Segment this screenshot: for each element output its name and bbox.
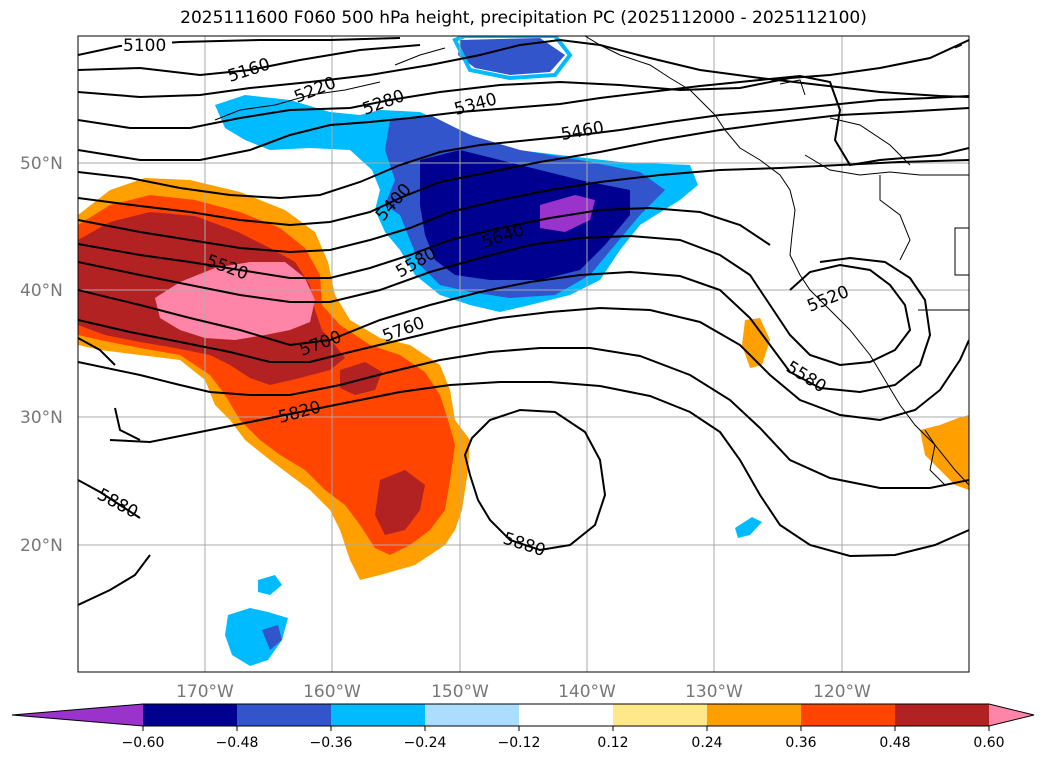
lat-label-20: 20°N bbox=[20, 536, 63, 556]
latitude-labels: 50°N 40°N 30°N 20°N bbox=[20, 154, 63, 556]
lon-label-130w: 130°W bbox=[685, 682, 743, 702]
colorbar-tick-label: −0.60 bbox=[122, 735, 165, 751]
colorbar-tick-label: 0.12 bbox=[597, 735, 628, 751]
negative-anomaly-east bbox=[735, 517, 762, 538]
colorbar-bin bbox=[895, 704, 990, 726]
lon-label-170w: 170°W bbox=[176, 682, 234, 702]
positive-anomaly-coast bbox=[742, 318, 770, 368]
colorbar-bin bbox=[425, 704, 520, 726]
colorbar-tick-label: 0.48 bbox=[879, 735, 910, 751]
colorbar-tick-label: −0.12 bbox=[498, 735, 541, 751]
colorbar-tick-label: 0.36 bbox=[785, 735, 816, 751]
precipitation-fields bbox=[78, 36, 969, 666]
positive-anomaly-peak bbox=[155, 262, 315, 340]
lat-label-40: 40°N bbox=[20, 281, 63, 301]
lon-label-120w: 120°W bbox=[813, 682, 871, 702]
negative-anomaly-north bbox=[458, 38, 565, 75]
negative-anomaly-south bbox=[225, 608, 288, 666]
lon-label-160w: 160°W bbox=[303, 682, 361, 702]
negative-anomaly-southwest bbox=[262, 625, 282, 650]
lon-label-140w: 140°W bbox=[558, 682, 616, 702]
colorbar: −0.60 −0.48 −0.36 −0.24 −0.12 0.12 0.24 0.36 0.4… bbox=[11, 703, 1035, 751]
map-frame bbox=[77, 35, 970, 673]
colorbar-extend-min bbox=[12, 704, 143, 726]
colorbar-bin bbox=[613, 704, 708, 726]
contour-label-5100: 5100 bbox=[123, 36, 166, 56]
colorbar-tick-label: −0.48 bbox=[216, 735, 259, 751]
lat-label-30: 30°N bbox=[20, 408, 63, 428]
colorbar-bin bbox=[331, 704, 426, 726]
lat-label-50: 50°N bbox=[20, 154, 63, 174]
map-title: 2025111600 F060 500 hPa height, precipit… bbox=[180, 8, 867, 28]
colorbar-extend-max bbox=[989, 704, 1034, 726]
colorbar-tick-label: −0.36 bbox=[310, 735, 353, 751]
lon-label-150w: 150°W bbox=[431, 682, 489, 702]
colorbar-bin bbox=[237, 704, 332, 726]
negative-anomaly-south-small bbox=[258, 575, 282, 595]
colorbar-tick-label: 0.24 bbox=[691, 735, 722, 751]
negative-anomaly-strong bbox=[420, 150, 630, 280]
colorbar-bin bbox=[801, 704, 896, 726]
positive-anomaly-inner2 bbox=[375, 470, 425, 535]
colorbar-tick-label: 0.60 bbox=[973, 735, 1004, 751]
negative-anomaly-north-edge bbox=[452, 36, 573, 81]
colorbar-tick-label: −0.24 bbox=[404, 735, 447, 751]
positive-anomaly-inner bbox=[340, 362, 382, 395]
colorbar-bin bbox=[707, 704, 802, 726]
longitude-labels: 170°W 160°W 150°W 140°W 130°W 120°W bbox=[176, 682, 871, 702]
colorbar-bin bbox=[519, 704, 614, 726]
height-contours bbox=[78, 37, 969, 606]
negative-anomaly-peak bbox=[540, 195, 595, 232]
colorbar-bin bbox=[143, 704, 238, 726]
